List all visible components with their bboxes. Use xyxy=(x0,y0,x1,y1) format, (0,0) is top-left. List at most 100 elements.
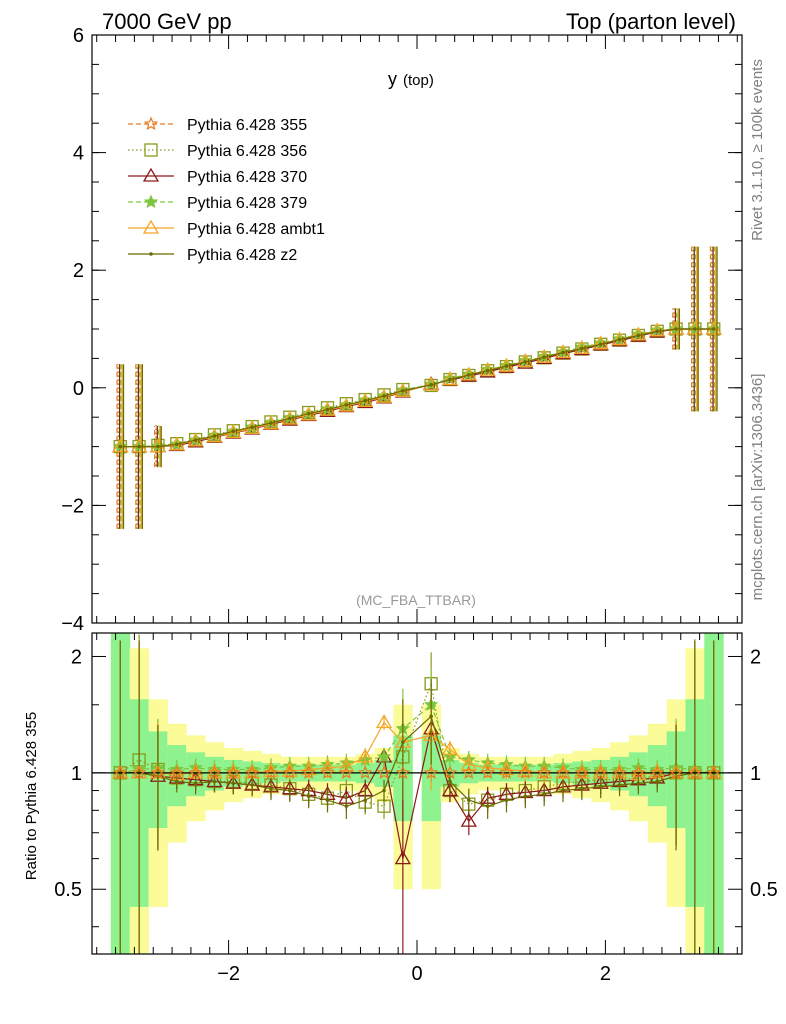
ratio-reference-point xyxy=(593,765,608,779)
main-data-point xyxy=(636,333,641,338)
ratio-data-point xyxy=(401,740,405,745)
ratio-data-point xyxy=(375,714,393,729)
ratio-data-point xyxy=(617,783,622,787)
main-data-point xyxy=(382,394,386,398)
ratio-y-tick-label-right: 0.5 xyxy=(750,879,778,901)
ratio-reference-point xyxy=(650,765,665,779)
main-y-tick-label: 6 xyxy=(73,25,84,47)
ratio-reference-point xyxy=(169,765,184,779)
main-data-point xyxy=(467,373,471,377)
ratio-reference-point xyxy=(207,765,222,779)
legend-marker xyxy=(142,219,160,234)
main-data-point xyxy=(325,407,330,412)
main-data-point xyxy=(693,327,697,331)
main-data-point xyxy=(306,411,311,416)
ratio-data-point xyxy=(460,756,477,771)
ratio-reference-point xyxy=(339,765,354,779)
ratio-data-point xyxy=(467,798,471,802)
ratio-data-point xyxy=(357,748,374,763)
legend-entry-label: Pythia 6.428 370 xyxy=(187,169,307,186)
ratio-data-point xyxy=(460,812,477,827)
main-data-point xyxy=(429,383,433,387)
ratio-reference-point xyxy=(263,765,279,779)
main-data-point xyxy=(137,444,141,449)
main-data-point xyxy=(174,442,179,447)
ratio-reference-point xyxy=(244,765,260,779)
main-y-tick-label: 0 xyxy=(73,378,84,400)
ratio-y-tick-label: 1 xyxy=(71,763,82,785)
main-data-point xyxy=(344,403,349,407)
ratio-y-tick-label: 0.5 xyxy=(54,879,82,901)
ratio-data-point xyxy=(580,786,584,791)
main-plot-title-symbol: y xyxy=(388,69,397,89)
ratio-reference-point xyxy=(131,765,147,779)
ratio-data-point xyxy=(573,764,590,779)
ratio-data-point xyxy=(536,764,553,779)
main-data-point xyxy=(250,425,254,429)
ratio-x-tick-label: −2 xyxy=(217,963,240,985)
main-data-point xyxy=(561,350,565,355)
ratio-ylabel: Ratio to Pythia 6.428 355 xyxy=(23,712,40,880)
ratio-data-point xyxy=(363,798,367,802)
ratio-reference-point xyxy=(461,765,476,779)
ratio-data-point xyxy=(655,779,660,784)
ratio-data-point xyxy=(376,749,392,763)
ratio-reference-point xyxy=(226,765,241,779)
ratio-series-line xyxy=(120,715,714,807)
ratio-data-point xyxy=(429,714,433,719)
ratio-reference-point xyxy=(442,765,458,779)
ratio-data-point xyxy=(193,781,198,786)
ratio-data-point xyxy=(212,779,217,784)
ratio-data-point xyxy=(231,781,236,786)
legend-marker xyxy=(149,252,153,256)
ratio-reference-point xyxy=(480,765,495,779)
ratio-data-point xyxy=(325,798,330,802)
main-data-point xyxy=(542,355,546,360)
legend-marker xyxy=(144,143,158,157)
main-y-tick-label: 4 xyxy=(73,143,84,165)
legend-marker xyxy=(143,116,159,131)
ratio-data-point xyxy=(542,792,546,797)
legend-entry-label: Pythia 6.428 ambt1 xyxy=(187,221,325,238)
ratio-data-point xyxy=(269,786,273,791)
main-data-point xyxy=(401,388,405,393)
ratio-y-tick-label-right: 1 xyxy=(750,763,761,785)
main-data-point xyxy=(212,434,217,438)
ratio-reference-point xyxy=(320,765,335,779)
main-plot-title-sub: (top) xyxy=(403,72,434,89)
header-left-title: 7000 GeV pp xyxy=(102,9,232,34)
ratio-data-point xyxy=(250,783,254,787)
ratio-data-point xyxy=(504,798,509,802)
ratio-data-point xyxy=(288,788,292,793)
ratio-reference-point xyxy=(376,765,392,779)
ratio-x-tick-label: 0 xyxy=(411,963,422,985)
ratio-data-point xyxy=(394,850,412,865)
main-data-point xyxy=(448,377,452,382)
main-data-point xyxy=(711,327,716,331)
main-data-point xyxy=(617,337,622,342)
main-y-tick-label: −2 xyxy=(61,495,84,517)
main-y-tick-label: 2 xyxy=(73,260,84,282)
ratio-data-point xyxy=(598,785,603,789)
ratio-reference-point xyxy=(668,765,684,779)
main-data-point xyxy=(674,327,678,331)
rivet-version-label: Rivet 3.1.10, ≥ 100k events xyxy=(749,59,766,241)
ratio-reference-point xyxy=(301,765,316,779)
main-data-point xyxy=(598,342,603,347)
ratio-reference-point xyxy=(423,765,439,779)
ratio-reference-point xyxy=(282,765,297,779)
legend-entry-label: Pythia 6.428 z2 xyxy=(187,247,297,264)
header-right-title: Top (parton level) xyxy=(566,9,736,34)
legend-entry-label: Pythia 6.428 355 xyxy=(187,117,307,134)
ratio-data-point xyxy=(441,741,459,756)
ratio-data-point xyxy=(554,764,572,779)
main-data-point xyxy=(193,438,198,442)
ratio-reference-point xyxy=(631,765,646,779)
ratio-data-point xyxy=(523,794,528,799)
main-data-point xyxy=(269,421,273,425)
ratio-x-tick-label: 2 xyxy=(600,963,611,985)
ratio-reference-point xyxy=(113,765,128,779)
main-data-point xyxy=(655,329,660,334)
